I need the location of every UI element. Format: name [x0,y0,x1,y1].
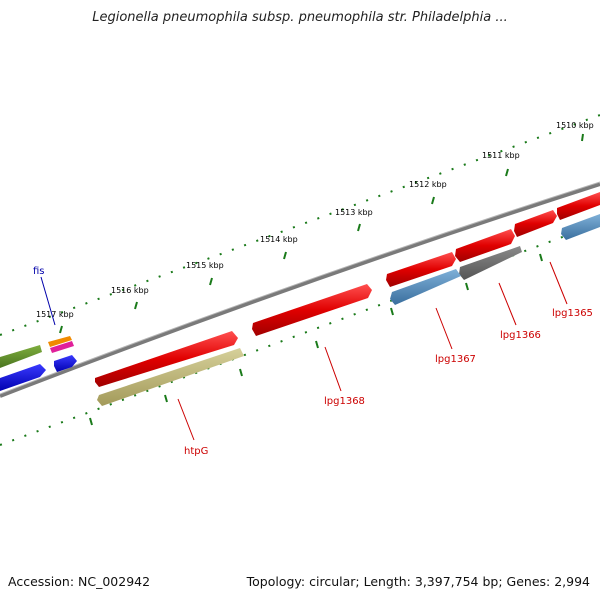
gene-darkblue-small[interactable] [54,355,77,372]
tick-label-1517: 1517 kbp [36,310,74,319]
gene-lpg1366[interactable] [459,246,522,280]
gene-darkblue-left[interactable] [0,364,46,391]
gene-labels: fis htpG lpg1368 lpg1367 lpg1366 lpg1365 [33,266,593,457]
tick-label-1516: 1516 kbp [111,286,149,295]
inner-major-ticks [89,253,543,426]
tick-label-1515: 1515 kbp [186,261,224,270]
forward-strand-genes [95,192,600,387]
gene-label-lpg1365: lpg1365 [552,308,593,319]
tick-labels: 1510 kbp 1511 kbp 1512 kbp 1513 kbp 1514… [36,121,594,319]
gene-green[interactable] [0,345,42,368]
gene-lpg1368[interactable] [252,284,372,336]
gene-label-lpg1368: lpg1368 [324,396,365,407]
gene-lpg1365-partial[interactable] [557,192,600,220]
tick-label-1514: 1514 kbp [260,235,298,244]
gene-label-lpg1367: lpg1367 [435,354,476,365]
outer-major-ticks [59,133,584,334]
tick-label-1511: 1511 kbp [482,151,520,160]
gene-htpG-forward[interactable] [95,331,238,387]
gene-label-fis: fis [33,266,45,277]
tick-label-1510: 1510 kbp [556,121,594,130]
map-title: Legionella pneumophila subsp. pneumophil… [92,10,508,25]
outer-tick-ruler [0,114,600,336]
gene-red-3[interactable] [386,252,456,287]
gene-label-lpg1366: lpg1366 [500,330,541,341]
gene-blue-1[interactable] [561,214,600,240]
topology-text: Topology: circular; Length: 3,397,754 bp… [246,574,590,589]
reverse-strand-genes [97,214,600,406]
gene-label-htpG: htpG [184,446,208,457]
gene-fis-magenta[interactable] [50,341,74,353]
gene-htpG[interactable] [97,348,244,406]
tick-label-1512: 1512 kbp [409,180,447,189]
gene-lpg1367[interactable] [390,269,461,305]
accession-text: Accession: NC_002942 [8,574,151,589]
gene-red-1[interactable] [514,210,557,237]
genome-backbone [0,182,600,398]
gene-fis-orange[interactable] [48,336,72,347]
left-genes [0,336,77,391]
label-leaders [40,261,568,441]
tick-label-1513: 1513 kbp [335,208,373,217]
gene-red-2[interactable] [455,229,515,262]
